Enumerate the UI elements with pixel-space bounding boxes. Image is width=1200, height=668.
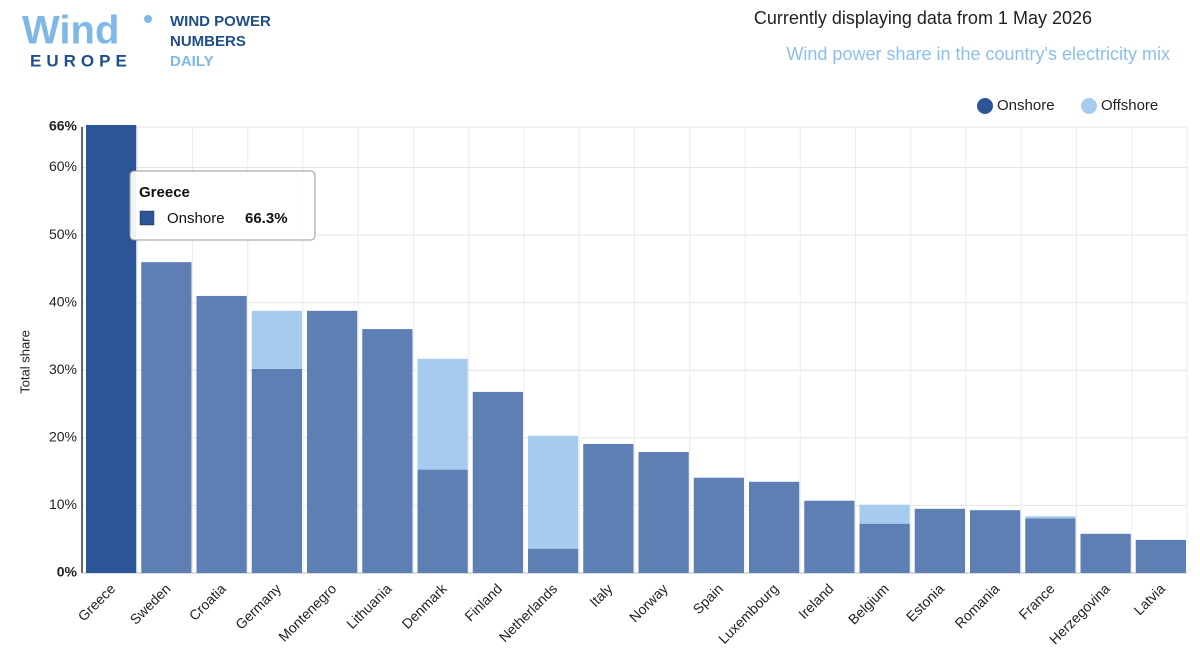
bar-segment (1135, 539, 1186, 573)
y-tick-label: 30% (49, 361, 77, 377)
legend-item[interactable]: Offshore (1081, 97, 1158, 114)
brand-line: NUMBERS (170, 33, 246, 50)
logo-word: Wind (22, 9, 119, 53)
x-tick-label: Latvia (1130, 580, 1168, 618)
bar-segment (1080, 533, 1131, 573)
x-tick-label: Lithuania (343, 580, 395, 632)
legend-label: Offshore (1101, 97, 1158, 114)
x-tick-label: Romania (951, 580, 1002, 631)
x-tick-label: Montenegro (275, 580, 339, 644)
bar-segment (638, 452, 689, 573)
x-tick-label: Belgium (845, 580, 892, 627)
brand-line: DAILY (170, 53, 214, 70)
x-tick-label: Croatia (186, 580, 229, 623)
x-tick-label: Sweden (127, 580, 174, 627)
x-tick-label: Denmark (398, 580, 450, 632)
x-tick-label: Finland (461, 580, 505, 624)
bar-segment (196, 295, 247, 573)
bar-segment (417, 469, 468, 573)
x-tick-label: Germany (232, 580, 284, 632)
bar-segment (583, 443, 634, 573)
bar-segment (1025, 516, 1076, 519)
tooltip-box (129, 170, 316, 241)
bar-segment (859, 504, 910, 524)
y-tick-label: 60% (49, 158, 77, 174)
brand-line: WIND POWER (170, 13, 271, 30)
tooltip-swatch (139, 210, 155, 226)
bar-segment (914, 508, 965, 573)
bar-segment (141, 262, 192, 573)
y-tick-label: 50% (49, 226, 77, 242)
bar-segment (970, 510, 1021, 573)
x-tick-label: France (1015, 580, 1057, 622)
tooltip-title: Greece (139, 184, 190, 201)
logo-sub: EUROPE (30, 51, 132, 70)
bar-segment (362, 329, 413, 573)
bar-segment (307, 310, 358, 573)
y-tick-label: 0% (57, 564, 78, 580)
x-tick-label: Luxembourg (715, 580, 781, 646)
x-tick-label: Ireland (795, 580, 837, 622)
y-tick-label: 40% (49, 293, 77, 309)
tooltip: Greece Onshore 66.3% (129, 170, 316, 241)
tooltip-value: 66.3% (245, 210, 288, 227)
x-tick-label: Italy (586, 580, 615, 609)
y-axis-label: Total share (17, 330, 32, 394)
tooltip-series: Onshore (167, 210, 225, 227)
bar-segment (417, 358, 468, 470)
bar-segment (251, 368, 302, 573)
bar-segment (859, 523, 910, 573)
subtitle: Wind power share in the country's electr… (786, 44, 1170, 64)
legend-item[interactable]: Onshore (977, 97, 1055, 114)
x-tick-label: Netherlands (496, 580, 561, 645)
bar-segment (528, 435, 579, 549)
bar-segment (86, 124, 137, 574)
x-tick-label: Spain (689, 580, 726, 617)
y-tick-label: 10% (49, 496, 77, 512)
legend-swatch (1081, 98, 1097, 114)
y-tick-label: 66% (49, 118, 78, 134)
x-tick-label: Norway (626, 580, 671, 625)
bar-segment (693, 477, 744, 573)
bar-segment (1025, 518, 1076, 573)
bar-segment (472, 391, 523, 573)
x-tick-label: Greece (75, 580, 119, 624)
legend-label: Onshore (997, 97, 1055, 114)
date-text: Currently displaying data from 1 May 202… (754, 8, 1092, 28)
bar-segment (528, 548, 579, 573)
bar-segment (251, 310, 302, 369)
y-tick-label: 20% (49, 429, 77, 445)
bar-segment (804, 500, 855, 573)
legend-swatch (977, 98, 993, 114)
x-tick-label: Estonia (903, 580, 947, 624)
bar-segment (749, 481, 800, 573)
logo-dot (144, 15, 152, 23)
